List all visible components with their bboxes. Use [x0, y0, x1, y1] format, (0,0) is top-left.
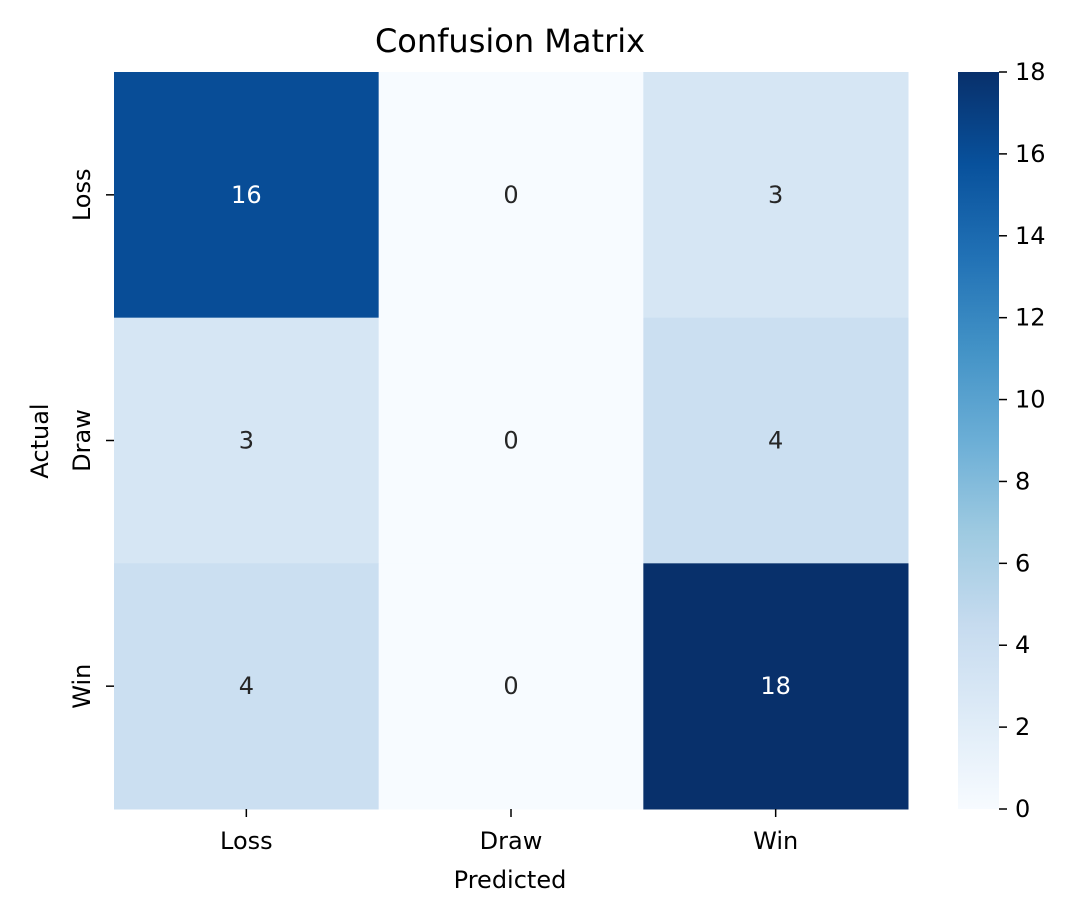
- chart-title: Confusion Matrix: [375, 22, 645, 60]
- colorbar-tick-label: 14: [1015, 222, 1046, 250]
- colorbar: [958, 72, 999, 809]
- colorbar-tick-label: 16: [1015, 140, 1046, 168]
- y-axis: Loss Draw Win: [68, 169, 114, 709]
- colorbar-tick-label: 12: [1015, 304, 1046, 332]
- x-axis-label: Predicted: [454, 866, 567, 894]
- colorbar-tick-label: 4: [1015, 631, 1030, 659]
- x-axis: Loss Draw Win: [220, 809, 798, 855]
- heatmap-value-label: 18: [760, 672, 791, 700]
- x-tick-label: Loss: [220, 827, 273, 855]
- colorbar-ticks: 0 2 4 6 8 10 12 14 16 18: [999, 58, 1046, 823]
- heatmap-value-label: 0: [503, 672, 518, 700]
- x-tick-label: Draw: [480, 827, 543, 855]
- y-tick-label: Win: [68, 664, 96, 709]
- heatmap-value-label: 3: [239, 427, 254, 455]
- colorbar-tick-label: 18: [1015, 58, 1046, 86]
- y-tick-label: Loss: [68, 169, 96, 222]
- colorbar-tick-label: 10: [1015, 386, 1046, 414]
- colorbar-tick-label: 8: [1015, 467, 1030, 495]
- x-tick-label: Win: [753, 827, 798, 855]
- heatmap-value-label: 4: [239, 672, 254, 700]
- colorbar-tick-label: 6: [1015, 549, 1030, 577]
- colorbar-tick-label: 2: [1015, 713, 1030, 741]
- colorbar-tick-label: 0: [1015, 795, 1030, 823]
- heatmap-value-label: 0: [503, 427, 518, 455]
- y-tick-label: Draw: [68, 409, 96, 472]
- heatmap-value-label: 16: [231, 181, 262, 209]
- heatmap-value-label: 0: [503, 181, 518, 209]
- heatmap-value-label: 4: [768, 427, 783, 455]
- heatmap-value-label: 3: [768, 181, 783, 209]
- y-axis-label: Actual: [26, 403, 54, 478]
